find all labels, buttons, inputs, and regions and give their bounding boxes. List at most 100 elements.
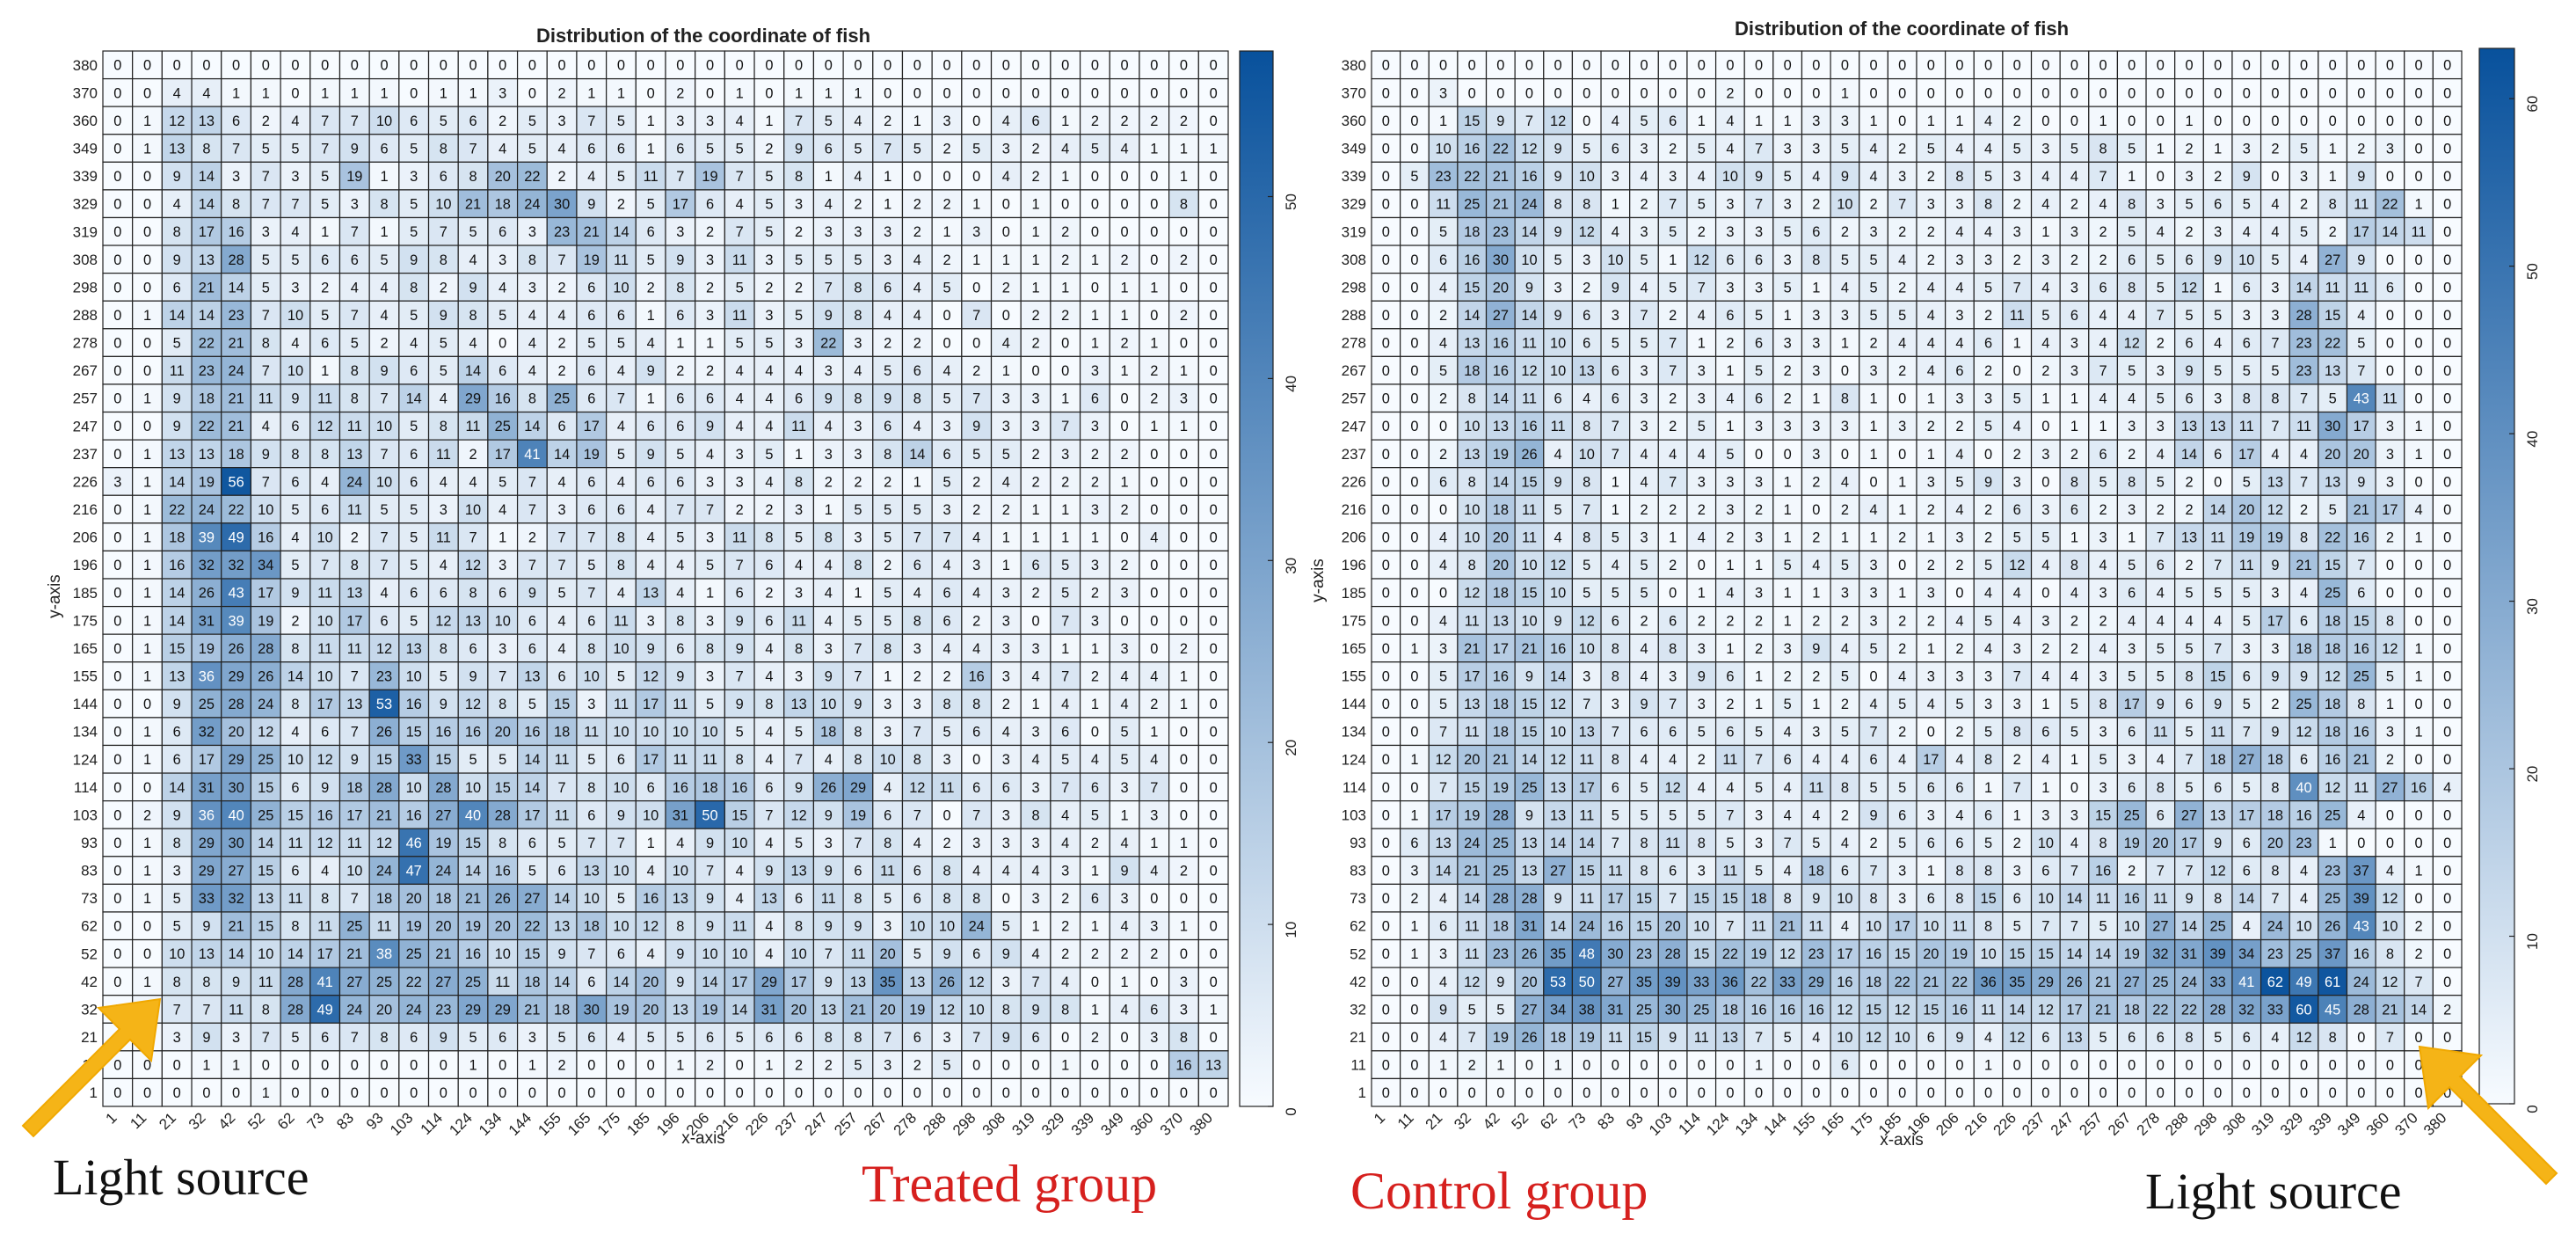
heatmap-cell-value: 22 (169, 502, 185, 518)
heatmap-cell-value: 8 (825, 1030, 833, 1046)
heatmap-cell-value: 15 (169, 641, 185, 657)
heatmap-cell-value: 0 (1669, 586, 1677, 602)
heatmap-cell-value: 4 (498, 280, 506, 296)
heatmap-cell-value: 5 (410, 419, 418, 434)
heatmap-cell-value: 11 (1722, 752, 1737, 768)
heatmap-cell-value: 13 (199, 252, 215, 268)
heatmap-cell-value: 5 (942, 280, 950, 296)
heatmap-cell-value: 0 (410, 58, 418, 74)
heatmap-cell-value: 10 (1550, 363, 1566, 379)
heatmap-cell-value: 4 (2414, 502, 2422, 518)
heatmap-cell-value: 4 (1784, 725, 1792, 741)
heatmap-cell-value: 3 (1061, 863, 1069, 879)
heatmap-cell-value: 3 (1898, 169, 1906, 185)
heatmap-cell-value: 13 (199, 946, 215, 962)
heatmap-cell-value: 0 (113, 530, 121, 546)
heatmap-cell-value: 5 (2157, 641, 2165, 657)
y-tick-label: 32 (81, 1001, 98, 1018)
heatmap-cell-value: 0 (113, 335, 121, 351)
heatmap-cell-value: 0 (2443, 280, 2451, 296)
heatmap-cell-value: 7 (972, 1030, 980, 1046)
heatmap-cell-value: 9 (173, 697, 181, 712)
heatmap-cell-value: 2 (884, 474, 891, 490)
heatmap-cell-value: 0 (1061, 85, 1069, 101)
heatmap-cell-value: 1 (143, 474, 151, 490)
heatmap-cell-value: 0 (1410, 85, 1418, 101)
heatmap-cell-value: 0 (291, 58, 299, 74)
heatmap-cell-value: 0 (587, 1085, 595, 1101)
heatmap-cell-value: 16 (1464, 252, 1480, 268)
heatmap-cell-value: 6 (2386, 280, 2394, 296)
heatmap-cell-value: 3 (1091, 502, 1099, 518)
heatmap-cell-value: 2 (1812, 613, 1820, 629)
heatmap-cell-value: 4 (2157, 752, 2165, 768)
heatmap-cell-value: 1 (351, 85, 359, 101)
heatmap-cell-value: 11 (495, 974, 510, 990)
heatmap-cell-value: 13 (673, 1002, 688, 1018)
heatmap-cell-value: 13 (909, 974, 925, 990)
heatmap-cell-value: 3 (1755, 474, 1763, 490)
heatmap-cell-value: 2 (1841, 697, 1849, 712)
heatmap-cell-value: 3 (2157, 419, 2165, 434)
heatmap-cell-value: 15 (258, 780, 273, 796)
heatmap-cell-value: 9 (469, 280, 477, 296)
heatmap-cell-value: 3 (1180, 974, 1188, 990)
heatmap-cell-value: 8 (469, 308, 477, 324)
heatmap-cell-value: 2 (972, 474, 980, 490)
heatmap-cell-value: 4 (1898, 252, 1906, 268)
heatmap-cell-value: 12 (258, 725, 273, 741)
heatmap-cell-value: 8 (1955, 169, 1963, 185)
heatmap-cell-value: 22 (524, 169, 540, 185)
heatmap-cell-value: 5 (2128, 224, 2136, 240)
heatmap-cell-value: 25 (2296, 697, 2311, 712)
heatmap-cell-value: 2 (1061, 224, 1069, 240)
heatmap-cell-value: 1 (2128, 169, 2136, 185)
heatmap-cell-value: 0 (1180, 335, 1188, 351)
heatmap-cell-value: 9 (1984, 474, 1992, 490)
heatmap-cell-value: 0 (113, 58, 121, 74)
heatmap-cell-value: 5 (410, 613, 418, 629)
heatmap-cell-value: 12 (1550, 113, 1566, 129)
heatmap-cell-value: 0 (1410, 113, 1418, 129)
heatmap-cell-value: 3 (232, 1030, 240, 1046)
heatmap-cell-value: 7 (736, 558, 744, 573)
heatmap-cell-value: 14 (524, 780, 540, 796)
heatmap-cell-value: 11 (258, 974, 273, 990)
heatmap-cell-value: 0 (173, 58, 181, 74)
heatmap-cell-value: 0 (617, 58, 625, 74)
heatmap-cell-value: 4 (1955, 447, 1963, 463)
heatmap-cell-value: 5 (1841, 725, 1849, 741)
heatmap-cell-value: 4 (1031, 863, 1039, 879)
heatmap-cell-value: 10 (702, 946, 717, 962)
heatmap-cell-value: 20 (643, 1002, 659, 1018)
heatmap-cell-value: 4 (854, 113, 862, 129)
heatmap-cell-value: 0 (1382, 530, 1390, 546)
heatmap-cell-value: 4 (380, 308, 388, 324)
heatmap-cell-value: 6 (587, 280, 595, 296)
heatmap-cell-value: 5 (1984, 419, 1992, 434)
heatmap-cell-value: 5 (1061, 558, 1069, 573)
heatmap-cell-value: 0 (1698, 85, 1706, 101)
heatmap-cell-value: 10 (1722, 169, 1738, 185)
heatmap-cell-value: 4 (1002, 863, 1010, 879)
heatmap-cell-value: 0 (262, 58, 270, 74)
heatmap-cell-value: 24 (524, 197, 540, 213)
heatmap-cell-value: 19 (346, 169, 362, 185)
heatmap-cell-value: 6 (2070, 308, 2078, 324)
heatmap-cell-value: 14 (2210, 502, 2226, 518)
heatmap-cell-value: 2 (262, 113, 270, 129)
heatmap-cell-value: 4 (291, 224, 299, 240)
heatmap-cell-value: 0 (2386, 586, 2394, 602)
heatmap-cell-value: 0 (1091, 85, 1099, 101)
heatmap-cell-value: 6 (440, 169, 448, 185)
heatmap-cell-value: 1 (1869, 419, 1877, 434)
heatmap-cell-value: 5 (2157, 474, 2165, 490)
heatmap-cell-value: 1 (1726, 641, 1734, 657)
heatmap-cell-value: 8 (587, 780, 595, 796)
heatmap-cell-value: 1 (972, 197, 980, 213)
heatmap-cell-value: 5 (2214, 308, 2222, 324)
heatmap-cell-value: 8 (884, 447, 891, 463)
heatmap-cell-value: 4 (972, 586, 980, 602)
heatmap-cell-value: 8 (2099, 697, 2107, 712)
heatmap-cell-value: 14 (169, 474, 185, 490)
